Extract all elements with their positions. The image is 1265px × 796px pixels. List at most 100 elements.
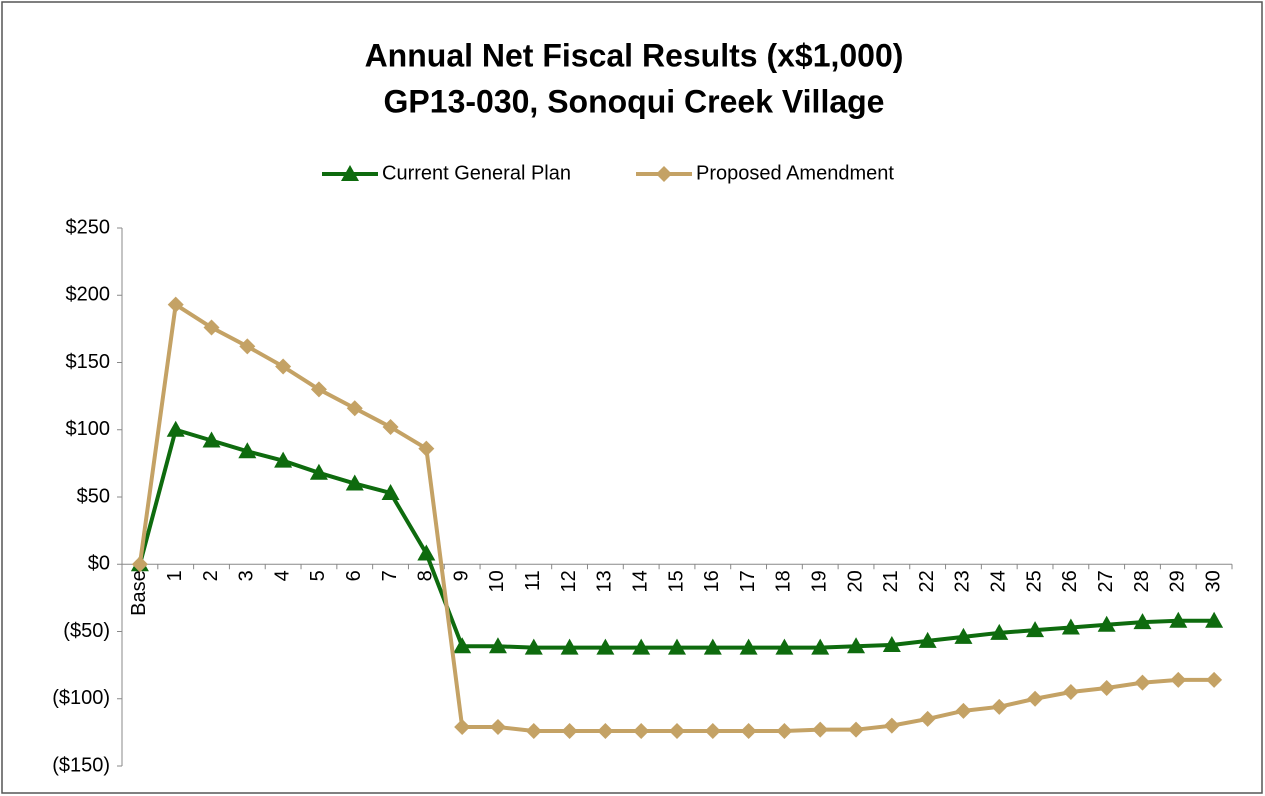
diamond-marker bbox=[669, 723, 685, 740]
diamond-marker bbox=[776, 723, 793, 740]
x-tick-label: 6 bbox=[343, 570, 365, 581]
diamond-marker bbox=[919, 710, 936, 727]
triangle-marker bbox=[811, 638, 830, 655]
triangle-marker bbox=[274, 451, 293, 468]
triangle-marker bbox=[703, 638, 722, 655]
diamond-marker bbox=[489, 718, 506, 735]
triangle-marker bbox=[341, 165, 359, 181]
x-tick-label: 9 bbox=[450, 570, 472, 581]
diamond-marker bbox=[656, 166, 672, 182]
diamond-marker bbox=[382, 419, 399, 436]
y-tick-label: ($100) bbox=[52, 687, 110, 709]
x-tick-label: 30 bbox=[1202, 570, 1224, 592]
y-tick-label: $150 bbox=[66, 351, 111, 373]
diamond-marker bbox=[1170, 671, 1187, 688]
triangle-marker bbox=[166, 420, 185, 437]
triangle-marker bbox=[345, 474, 364, 491]
diamond-marker bbox=[704, 723, 721, 740]
triangle-marker bbox=[954, 627, 973, 644]
x-tick-label: 20 bbox=[844, 570, 866, 592]
diamond-marker bbox=[1134, 674, 1151, 691]
triangle-marker bbox=[1133, 613, 1152, 630]
diamond-marker bbox=[239, 338, 256, 355]
diamond-marker bbox=[1206, 671, 1223, 688]
legend-label: Proposed Amendment bbox=[696, 162, 894, 184]
diamond-marker bbox=[955, 702, 972, 719]
x-tick-label: 8 bbox=[415, 570, 437, 581]
x-tick-label: 29 bbox=[1167, 570, 1189, 592]
x-tick-label: 1 bbox=[164, 570, 186, 581]
x-tick-label: 27 bbox=[1095, 570, 1117, 592]
x-tick-label: 21 bbox=[880, 570, 902, 592]
x-tick-label: 11 bbox=[522, 570, 544, 591]
x-tick-label: 2 bbox=[200, 570, 222, 581]
chart-title: Annual Net Fiscal Results (x$1,000) bbox=[365, 37, 904, 73]
triangle-marker bbox=[739, 638, 758, 655]
y-tick-label: $100 bbox=[66, 418, 111, 440]
triangle-marker bbox=[918, 631, 937, 648]
triangle-marker bbox=[238, 442, 257, 459]
triangle-marker bbox=[847, 637, 866, 654]
diamond-marker bbox=[346, 400, 363, 417]
legend-label: Current General Plan bbox=[382, 162, 571, 184]
x-tick-label: 25 bbox=[1023, 570, 1045, 592]
diamond-marker bbox=[310, 381, 327, 398]
x-tick-label: Base bbox=[128, 570, 150, 616]
diamond-marker bbox=[131, 556, 148, 573]
y-tick-label: $250 bbox=[66, 216, 111, 238]
triangle-marker bbox=[417, 544, 436, 561]
triangle-marker bbox=[202, 431, 221, 448]
x-tick-label: 22 bbox=[916, 570, 938, 592]
x-tick-label: 10 bbox=[486, 570, 508, 592]
triangle-marker bbox=[524, 638, 543, 655]
x-tick-label: 19 bbox=[809, 570, 831, 592]
x-tick-label: 13 bbox=[594, 570, 616, 592]
diamond-marker bbox=[1098, 679, 1115, 696]
triangle-marker bbox=[1169, 611, 1188, 628]
diamond-marker bbox=[1027, 690, 1044, 707]
x-tick-label: 12 bbox=[558, 570, 580, 592]
triangle-marker bbox=[488, 637, 507, 654]
diamond-marker bbox=[597, 723, 614, 740]
triangle-marker bbox=[990, 623, 1009, 640]
diamond-marker bbox=[812, 721, 829, 738]
diamond-marker bbox=[883, 717, 900, 734]
x-tick-label: 14 bbox=[629, 570, 651, 592]
triangle-marker bbox=[309, 463, 328, 480]
triangle-marker bbox=[1205, 611, 1224, 628]
diamond-marker bbox=[418, 440, 435, 457]
y-tick-label: ($50) bbox=[63, 620, 110, 642]
x-tick-label: 23 bbox=[952, 570, 974, 592]
x-tick-label: 24 bbox=[988, 570, 1010, 592]
diamond-marker bbox=[991, 698, 1008, 715]
triangle-marker bbox=[381, 483, 400, 500]
x-tick-label: 7 bbox=[379, 570, 401, 581]
x-tick-label: 15 bbox=[665, 570, 687, 592]
diamond-marker bbox=[561, 723, 578, 740]
triangle-marker bbox=[882, 635, 901, 652]
triangle-marker bbox=[632, 638, 651, 655]
triangle-marker bbox=[668, 638, 686, 655]
x-tick-label: 18 bbox=[773, 570, 795, 592]
x-tick-label: 16 bbox=[701, 570, 723, 592]
triangle-marker bbox=[560, 638, 579, 655]
x-tick-label: 17 bbox=[737, 570, 759, 592]
triangle-marker bbox=[775, 638, 794, 655]
diamond-marker bbox=[203, 319, 220, 336]
diamond-marker bbox=[848, 721, 865, 738]
y-tick-label: ($150) bbox=[52, 754, 110, 776]
triangle-marker bbox=[1061, 618, 1080, 635]
triangle-marker bbox=[1097, 615, 1116, 632]
triangle-marker bbox=[1026, 621, 1045, 638]
chart-title: GP13-030, Sonoqui Creek Village bbox=[384, 83, 885, 119]
diamond-marker bbox=[167, 296, 184, 313]
triangle-marker bbox=[453, 637, 472, 654]
y-tick-label: $0 bbox=[88, 553, 110, 575]
x-tick-label: 4 bbox=[271, 570, 293, 581]
x-tick-label: 5 bbox=[307, 570, 329, 581]
x-tick-label: 26 bbox=[1059, 570, 1081, 592]
diamond-marker bbox=[740, 723, 757, 740]
y-tick-label: $50 bbox=[77, 485, 110, 507]
